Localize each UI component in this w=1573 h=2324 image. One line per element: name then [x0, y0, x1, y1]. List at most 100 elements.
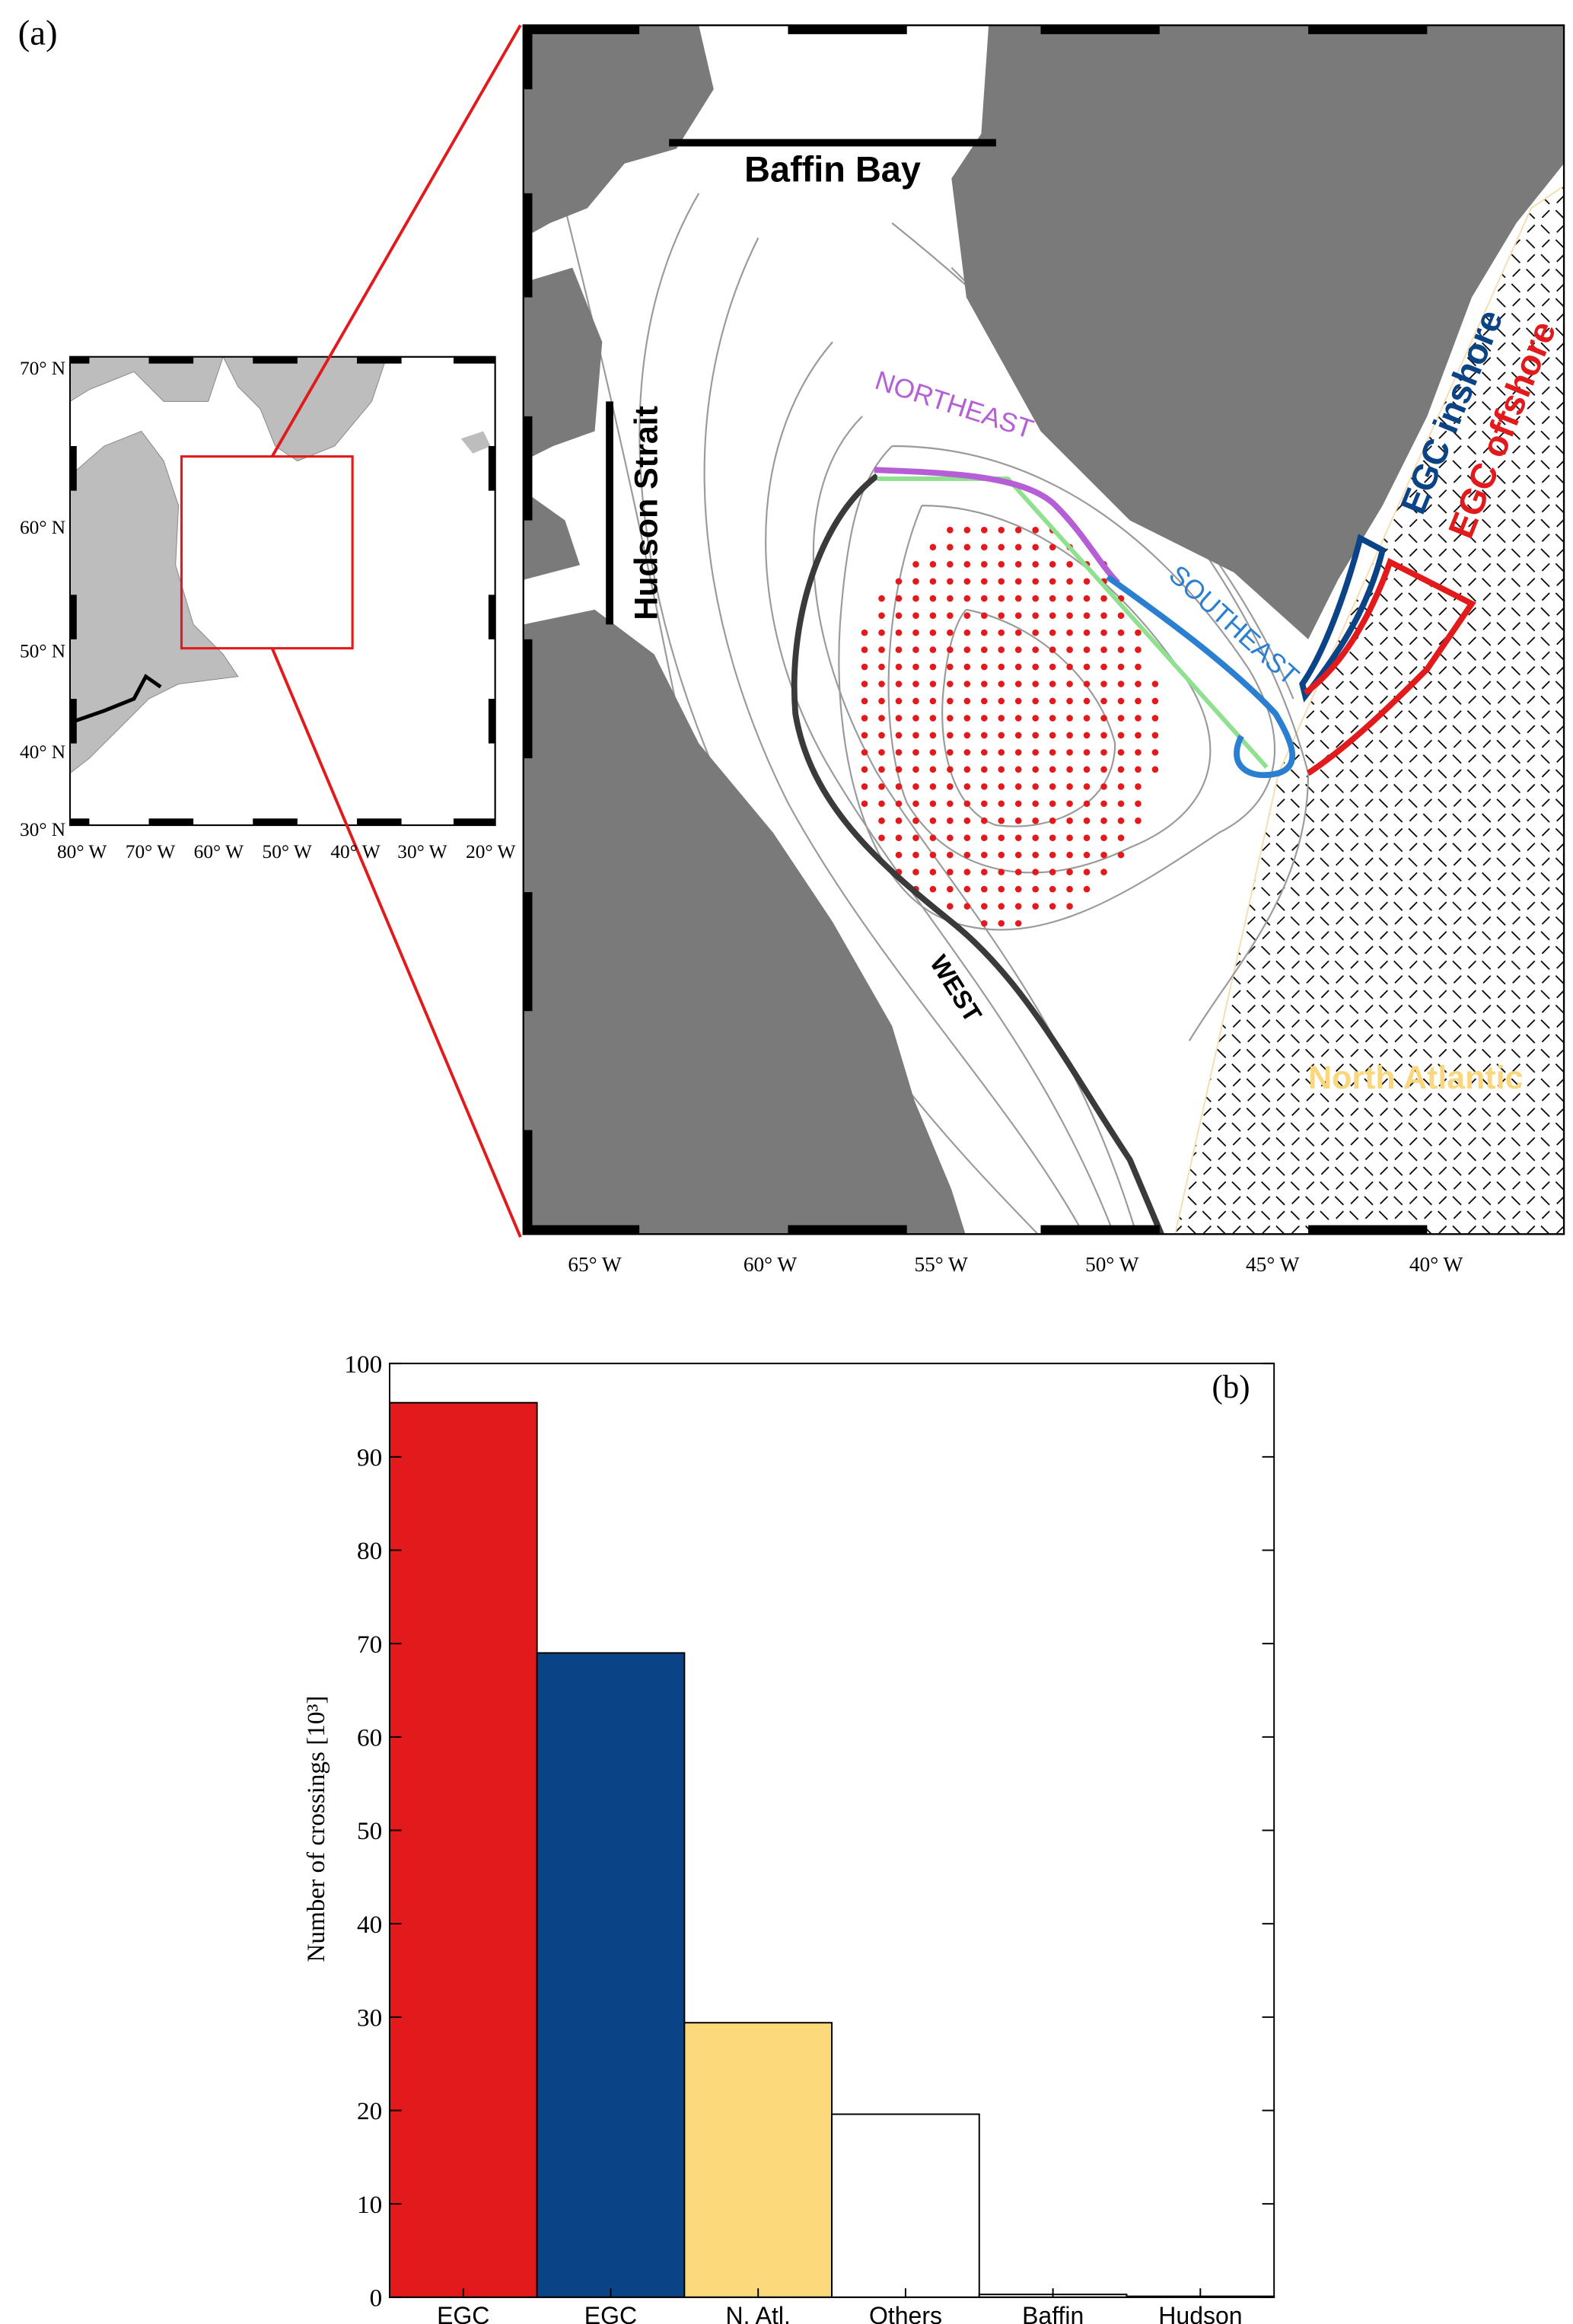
grid-point [895, 749, 903, 756]
inset-map [69, 355, 496, 827]
grid-point [1100, 595, 1107, 602]
grid-point [929, 800, 937, 808]
grid-point [963, 800, 971, 808]
grid-point [878, 817, 885, 824]
lon-label: 50° W [1085, 1253, 1139, 1276]
grid-point [1049, 629, 1056, 636]
grid-point [912, 851, 919, 859]
grid-point [895, 766, 903, 773]
grid-point [1117, 697, 1125, 705]
y-tick-label: 60 [357, 1724, 382, 1752]
grid-point [1151, 715, 1159, 722]
grid-point [929, 766, 937, 773]
grid-point [929, 578, 937, 585]
x-tick-label: EGC inshore [584, 2302, 638, 2324]
grid-point [1083, 612, 1091, 619]
y-tick-label: 10 [357, 2191, 382, 2219]
grid-point [963, 732, 971, 739]
grid-point [912, 629, 919, 636]
grid-point [1066, 732, 1073, 739]
grid-point [1066, 800, 1073, 808]
grid-point [1151, 766, 1159, 773]
grid-point [980, 783, 988, 790]
grid-point [912, 578, 919, 585]
grid-point [878, 715, 885, 722]
grid-point [1049, 595, 1056, 602]
grid-point [895, 851, 903, 859]
grid-point [912, 749, 919, 756]
grid-point [1014, 646, 1022, 653]
grid-point [912, 766, 919, 773]
grid-point [947, 851, 954, 859]
grid-point [1135, 817, 1142, 824]
grid-point [998, 903, 1005, 910]
grid-point [998, 544, 1005, 551]
grid-point [1100, 869, 1107, 875]
zoom-line [270, 24, 522, 457]
grid-point [1066, 697, 1073, 705]
grid-point [1049, 732, 1056, 739]
grid-point [929, 851, 937, 859]
grid-point [1083, 681, 1091, 687]
grid-point [1083, 697, 1091, 705]
grid-point [998, 834, 1005, 841]
grid-point [861, 646, 868, 653]
grid-point [1014, 851, 1022, 859]
grid-point [895, 783, 903, 790]
grid-point [1014, 629, 1022, 636]
grid-point [1032, 629, 1039, 636]
panel-label: (b) [1212, 1369, 1250, 1405]
grid-point [1066, 834, 1073, 841]
grid-point [1014, 783, 1022, 790]
grid-point [998, 869, 1005, 875]
grid-point [1032, 903, 1039, 910]
lon-label: 30° W [397, 841, 447, 862]
grid-point [947, 612, 954, 619]
grid-point [1083, 851, 1091, 859]
x-tick-label: N. Atl. [725, 2302, 791, 2324]
grid-point [947, 817, 954, 824]
grid-point [947, 766, 954, 773]
y-tick-label: 0 [370, 2284, 383, 2313]
grid-point [895, 612, 903, 619]
grid-point [1014, 800, 1022, 808]
grid-point [998, 749, 1005, 756]
grid-point [947, 732, 954, 739]
grid-point [1151, 749, 1159, 756]
grid-point [998, 681, 1005, 687]
grid-point [947, 663, 954, 671]
grid-point [895, 697, 903, 705]
grid-point [963, 869, 971, 875]
coordinate-labels: 70° N 60° N 50° N 40° N 30° N80° W 70° W 60° W… [20, 358, 1463, 1276]
grid-point [1135, 681, 1142, 687]
grid-point [1014, 595, 1022, 602]
grid-point [1066, 681, 1073, 687]
grid-point [1100, 715, 1107, 722]
grid-point [1049, 560, 1056, 568]
grid-point [1117, 681, 1125, 687]
grid-point [895, 663, 903, 671]
grid-point [1014, 612, 1022, 619]
grid-point [1049, 578, 1056, 585]
grid-point [963, 783, 971, 790]
lon-label: 40° W [1409, 1253, 1463, 1276]
grid-point [1049, 544, 1056, 551]
grid-point [998, 800, 1005, 808]
grid-point [963, 629, 971, 636]
grid-point [1049, 681, 1056, 687]
grid-point [895, 629, 903, 636]
grid-point [998, 578, 1005, 585]
grid-point [878, 732, 885, 739]
grid-point [861, 697, 868, 705]
grid-point [929, 544, 937, 551]
grid-point [963, 851, 971, 859]
grid-point [1135, 646, 1142, 653]
grid-point [895, 681, 903, 687]
grid-point [998, 715, 1005, 722]
southeast-section [1106, 574, 1296, 779]
grid-point [1032, 800, 1039, 808]
lat-label: 70° N [20, 358, 65, 379]
grid-point [1083, 885, 1091, 893]
bar [831, 2113, 980, 2298]
